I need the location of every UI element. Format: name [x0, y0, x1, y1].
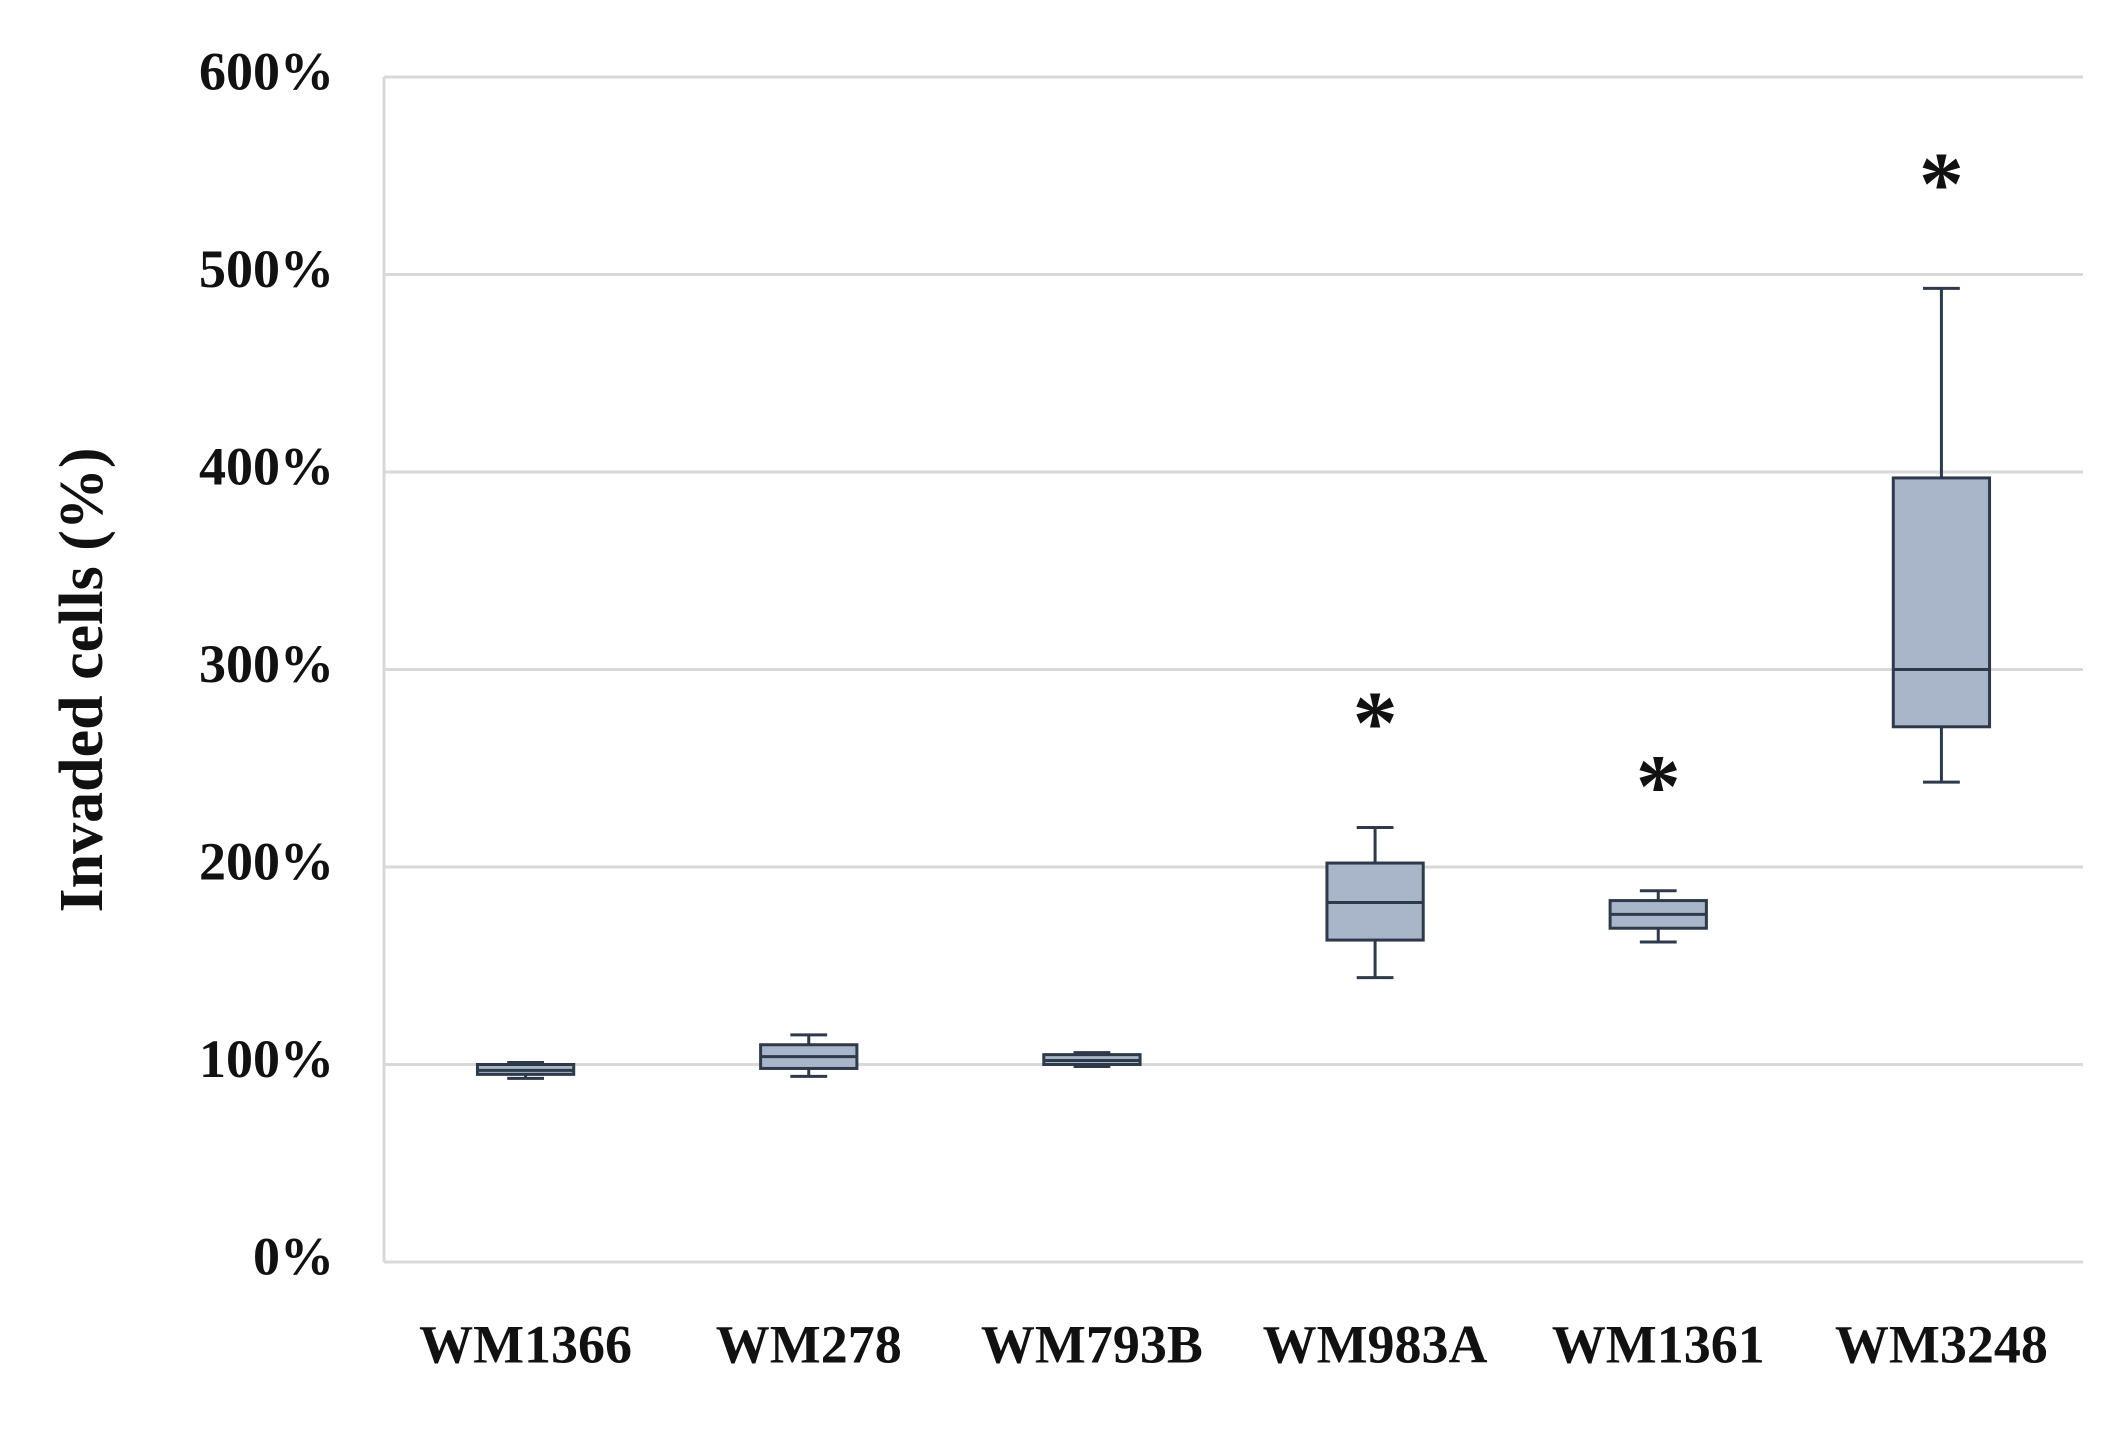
y-tick-label: 500%: [199, 239, 334, 299]
x-tick-label: WM1366: [419, 1314, 632, 1374]
y-axis-label: Invaded cells (%): [48, 448, 116, 913]
x-tick-label: WM983A: [1263, 1314, 1488, 1374]
significance-mark: *: [1636, 737, 1681, 836]
x-tick-label: WM793B: [981, 1314, 1203, 1374]
y-tick-label: 0%: [253, 1226, 334, 1286]
x-tick-label: WM1361: [1552, 1314, 1765, 1374]
significance-mark: *: [1919, 135, 1964, 234]
y-tick-label: 200%: [199, 831, 334, 891]
y-tick-label: 300%: [199, 634, 334, 694]
y-tick-label: 100%: [199, 1029, 334, 1089]
significance-mark: *: [1353, 674, 1398, 773]
y-tick-label: 600%: [199, 41, 334, 101]
y-tick-label: 400%: [199, 436, 334, 496]
x-tick-label: WM3248: [1835, 1314, 2048, 1374]
x-tick-label: WM278: [716, 1314, 902, 1374]
box: [1891, 476, 1992, 729]
